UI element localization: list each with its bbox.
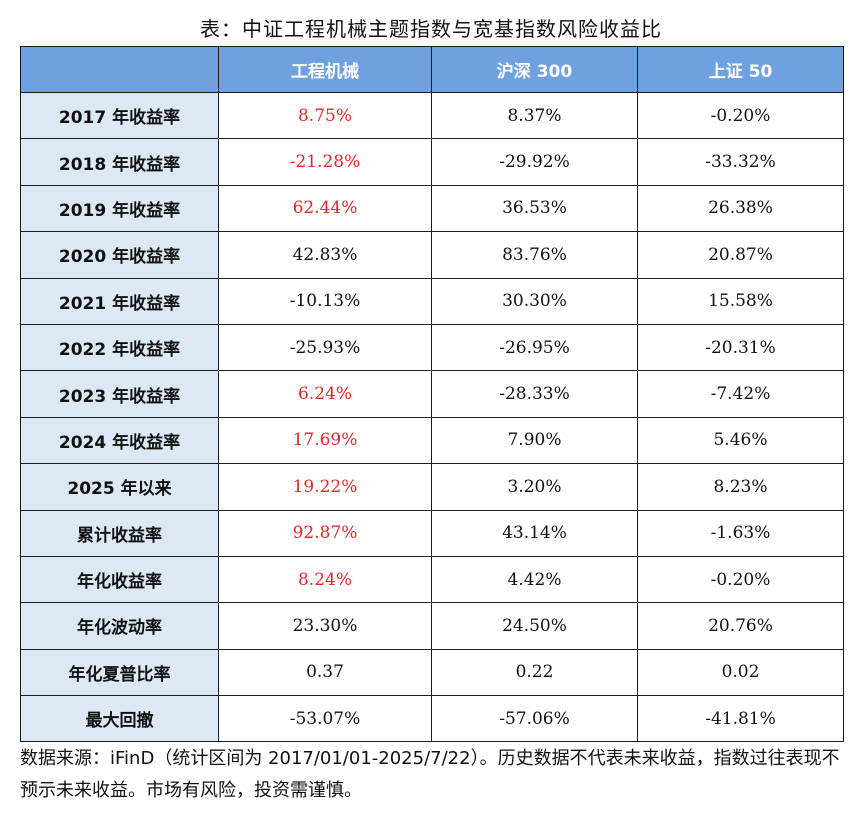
row-label: 2018 年收益率 (20, 138, 219, 186)
table-cell: 20.87% (637, 231, 844, 279)
table-row: 年化收益率 8.24% 4.42% -0.20% (20, 555, 844, 604)
table-row: 2025 年以来 19.22% 3.20% 8.23% (20, 463, 844, 511)
table-cell: 36.53% (431, 184, 638, 233)
table-cell: 42.83% (218, 231, 432, 279)
table-cell: -1.63% (637, 509, 844, 557)
row-label: 2017 年收益率 (20, 91, 219, 140)
table-cell: 0.02 (637, 648, 844, 697)
header-corner (20, 46, 219, 93)
table-cell: 8.24% (218, 555, 432, 604)
row-label: 最大回撤 (20, 695, 219, 743)
table-cell: -25.93% (218, 323, 432, 372)
table-cell: 0.37 (218, 648, 432, 697)
row-label: 2020 年收益率 (20, 231, 219, 279)
table-cell: 92.87% (218, 509, 432, 557)
table-row: 2022 年收益率 -25.93% -26.95% -20.31% (20, 323, 844, 372)
row-label: 年化波动率 (20, 602, 219, 650)
table-cell: -53.07% (218, 695, 432, 743)
table-row: 2024 年收益率 17.69% 7.90% 5.46% (20, 416, 844, 465)
row-label: 年化收益率 (20, 555, 219, 604)
table-cell: 20.76% (637, 602, 844, 650)
table-header: 工程机械 沪深 300 上证 50 (20, 46, 844, 93)
table-cell: 43.14% (431, 509, 638, 557)
table-cell: 19.22% (218, 463, 432, 511)
header-engineering-machinery: 工程机械 (218, 46, 432, 93)
row-label: 2023 年收益率 (20, 370, 219, 418)
table-cell: 0.22 (431, 648, 638, 697)
row-label: 2025 年以来 (20, 463, 219, 511)
table-row: 年化夏普比率 0.37 0.22 0.02 (20, 648, 844, 697)
table-cell: 26.38% (637, 184, 844, 233)
row-label: 2024 年收益率 (20, 416, 219, 465)
table-cell: 62.44% (218, 184, 432, 233)
table-title: 表：中证工程机械主题指数与宽基指数风险收益比 (200, 17, 662, 41)
table-cell: -28.33% (431, 370, 638, 418)
table-cell: 8.37% (431, 91, 638, 140)
row-label: 累计收益率 (20, 509, 219, 557)
table-cell: -10.13% (218, 277, 432, 325)
table-cell: -41.81% (637, 695, 844, 743)
table-row: 2017 年收益率 8.75% 8.37% -0.20% (20, 91, 844, 140)
table-cell: 83.76% (431, 231, 638, 279)
table-cell: -20.31% (637, 323, 844, 372)
row-label: 2022 年收益率 (20, 323, 219, 372)
table-cell: -0.20% (637, 91, 844, 140)
table-cell: 6.24% (218, 370, 432, 418)
table-cell: 5.46% (637, 416, 844, 465)
table-cell: -26.95% (431, 323, 638, 372)
table-row: 2023 年收益率 6.24% -28.33% -7.42% (20, 370, 844, 418)
source-note: 数据来源：iFinD（统计区间为 2017/01/01-2025/7/22）。历… (20, 748, 840, 801)
table-cell: -0.20% (637, 555, 844, 604)
table-cell: -57.06% (431, 695, 638, 743)
table-cell: -21.28% (218, 138, 432, 186)
table-cell: -33.32% (637, 138, 844, 186)
table-body: 2017 年收益率 8.75% 8.37% -0.20% 2018 年收益率 -21.28… (20, 91, 844, 743)
table-row: 年化波动率 23.30% 24.50% 20.76% (20, 602, 844, 650)
table-cell: 23.30% (218, 602, 432, 650)
header-sse50: 上证 50 (637, 46, 844, 93)
table-cell: -29.92% (431, 138, 638, 186)
table-row: 累计收益率 92.87% 43.14% -1.63% (20, 509, 844, 557)
table-row: 最大回撤 -53.07% -57.06% -41.81% (20, 695, 844, 743)
table-cell: 8.75% (218, 91, 432, 140)
table-cell: 15.58% (637, 277, 844, 325)
row-label: 年化夏普比率 (20, 648, 219, 697)
table-row: 2019 年收益率 62.44% 36.53% 26.38% (20, 184, 844, 233)
table-cell: 17.69% (218, 416, 432, 465)
table-cell: -7.42% (637, 370, 844, 418)
row-label: 2021 年收益率 (20, 277, 219, 325)
comparison-table: 工程机械 沪深 300 上证 50 2017 年收益率 8.75% 8.37% -0.… (20, 46, 844, 743)
row-label: 2019 年收益率 (20, 184, 219, 233)
table-cell: 3.20% (431, 463, 638, 511)
table-row: 2020 年收益率 42.83% 83.76% 20.87% (20, 231, 844, 279)
table-row: 2021 年收益率 -10.13% 30.30% 15.58% (20, 277, 844, 325)
header-csi300: 沪深 300 (431, 46, 638, 93)
table-cell: 8.23% (637, 463, 844, 511)
header-row: 工程机械 沪深 300 上证 50 (20, 46, 844, 93)
table-cell: 4.42% (431, 555, 638, 604)
table-cell: 30.30% (431, 277, 638, 325)
table-row: 2018 年收益率 -21.28% -29.92% -33.32% (20, 138, 844, 186)
table-cell: 7.90% (431, 416, 638, 465)
table-cell: 24.50% (431, 602, 638, 650)
